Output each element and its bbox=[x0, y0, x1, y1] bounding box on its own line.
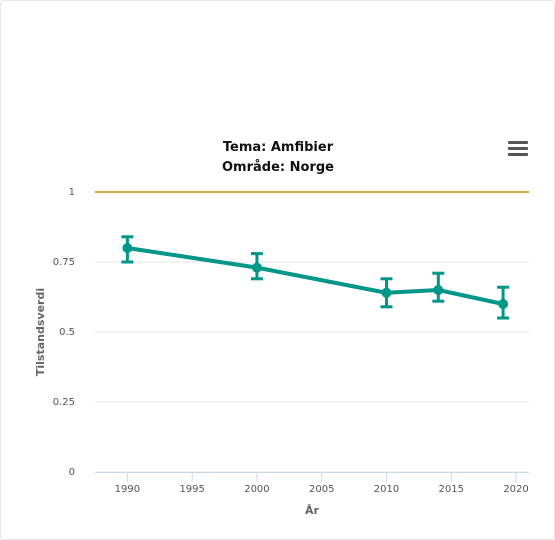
data-series bbox=[121, 235, 510, 320]
grid-lines bbox=[95, 191, 529, 473]
y-tick-label: 0 bbox=[69, 467, 75, 478]
data-point[interactable] bbox=[498, 299, 509, 309]
data-point[interactable] bbox=[251, 262, 262, 273]
x-axis-title: År bbox=[305, 504, 320, 517]
y-tick-label: 0.5 bbox=[59, 327, 75, 338]
x-tick-label: 2005 bbox=[309, 484, 334, 495]
data-point[interactable] bbox=[381, 287, 392, 298]
x-tick-label: 1990 bbox=[115, 484, 140, 495]
data-point[interactable] bbox=[433, 285, 444, 295]
x-tick-label: 1995 bbox=[179, 484, 204, 495]
y-tick-label: 1 bbox=[69, 187, 75, 198]
x-tick-label: 2020 bbox=[503, 484, 528, 495]
chart-title: Tema: Amfibier bbox=[223, 140, 334, 155]
x-tick-label: 2010 bbox=[374, 484, 399, 495]
y-axis-title: Tilstandsverdi bbox=[34, 288, 47, 376]
x-tick-label: 2000 bbox=[244, 484, 269, 495]
x-tick-label: 2015 bbox=[439, 484, 464, 495]
chart-subtitle: Område: Norge bbox=[222, 160, 334, 175]
chart-menu-button[interactable] bbox=[508, 141, 528, 159]
x-axis: 1990 1995 2000 2005 2010 2015 2020 bbox=[95, 472, 529, 495]
y-tick-label: 0.75 bbox=[53, 257, 75, 268]
y-axis-ticks: 0 0.25 0.5 0.75 1 bbox=[53, 187, 75, 478]
data-point[interactable] bbox=[122, 243, 133, 253]
hamburger-menu-icon bbox=[508, 141, 528, 144]
series-line bbox=[125, 246, 506, 306]
y-tick-label: 0.25 bbox=[53, 397, 75, 408]
